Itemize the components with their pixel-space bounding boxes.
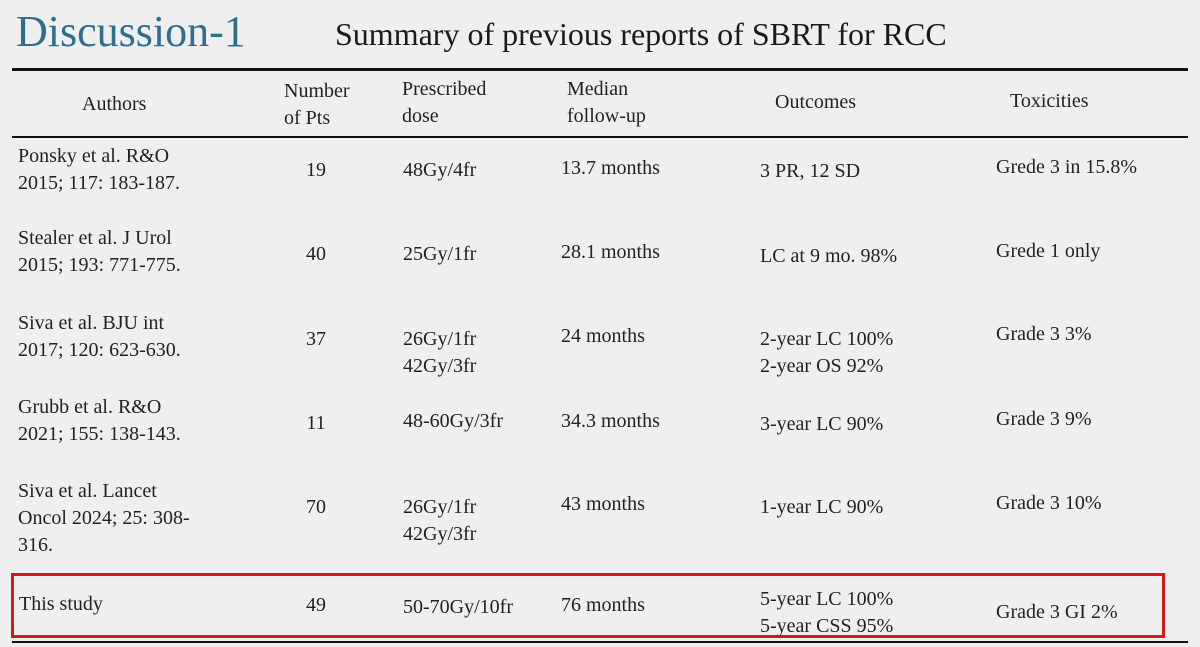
cell-outcomes: 5-year LC 100% 5-year CSS 95% — [760, 588, 894, 637]
slide-title: Discussion-1 — [16, 7, 246, 56]
header-prescribed-dose: Prescribed dose — [402, 78, 487, 127]
header-outcomes: Outcomes — [775, 91, 857, 113]
cell-toxicities: Grade 3 GI 2% — [996, 601, 1118, 623]
cell-dose: 25Gy/1fr — [403, 243, 477, 265]
cell-toxicities: Grede 1 only — [996, 240, 1101, 262]
cell-toxicities: Grede 3 in 15.8% — [996, 156, 1138, 178]
cell-follow-up: 28.1 months — [561, 241, 660, 263]
cell-authors: This study — [19, 593, 103, 615]
cell-dose: 26Gy/1fr 42Gy/3fr — [403, 328, 477, 377]
cell-pts: 11 — [306, 412, 326, 434]
slide-subtitle: Summary of previous reports of SBRT for … — [335, 16, 947, 52]
cell-pts: 49 — [306, 594, 326, 616]
cell-authors: Grubb et al. R&O 2021; 155: 138-143. — [18, 396, 181, 445]
cell-outcomes: 1-year LC 90% — [760, 496, 884, 518]
cell-toxicities: Grade 3 3% — [996, 323, 1092, 345]
cell-dose: 48Gy/4fr — [403, 159, 477, 181]
cell-dose: 50-70Gy/10fr — [403, 596, 513, 618]
cell-follow-up: 43 months — [561, 493, 645, 515]
header-authors: Authors — [82, 93, 147, 115]
cell-outcomes: 3 PR, 12 SD — [760, 160, 861, 182]
cell-authors: Siva et al. BJU int 2017; 120: 623-630. — [18, 312, 181, 361]
cell-authors: Stealer et al. J Urol 2015; 193: 771-775… — [18, 227, 181, 276]
cell-authors: Siva et al. Lancet Oncol 2024; 25: 308- … — [18, 480, 190, 556]
cell-follow-up: 13.7 months — [561, 157, 660, 179]
cell-authors: Ponsky et al. R&O 2015; 117: 183-187. — [18, 145, 181, 194]
cell-outcomes: LC at 9 mo. 98% — [760, 245, 898, 267]
header-median-follow-up: Median follow-up — [567, 78, 646, 127]
header-toxicities: Toxicities — [1010, 90, 1089, 112]
cell-outcomes: 3-year LC 90% — [760, 413, 884, 435]
cell-toxicities: Grade 3 9% — [996, 408, 1092, 430]
this-study-highlight-box — [11, 573, 1165, 638]
slide-heading: Discussion-1 Summary of previous reports… — [0, 0, 1200, 68]
cell-dose: 48-60Gy/3fr — [403, 410, 503, 432]
cell-follow-up: 24 months — [561, 325, 645, 347]
cell-pts: 40 — [306, 243, 326, 265]
table-top-rule — [12, 68, 1188, 71]
cell-follow-up: 76 months — [561, 594, 645, 616]
cell-pts: 37 — [306, 328, 326, 350]
cell-follow-up: 34.3 months — [561, 410, 660, 432]
cell-dose: 26Gy/1fr 42Gy/3fr — [403, 496, 477, 545]
cell-pts: 70 — [306, 496, 326, 518]
cell-outcomes: 2-year LC 100% 2-year OS 92% — [760, 328, 894, 377]
cell-pts: 19 — [306, 159, 326, 181]
cell-toxicities: Grade 3 10% — [996, 492, 1102, 514]
table-bottom-rule — [12, 641, 1188, 643]
table-header-rule — [12, 136, 1188, 138]
header-number-of-pts: Number of Pts — [284, 80, 350, 129]
